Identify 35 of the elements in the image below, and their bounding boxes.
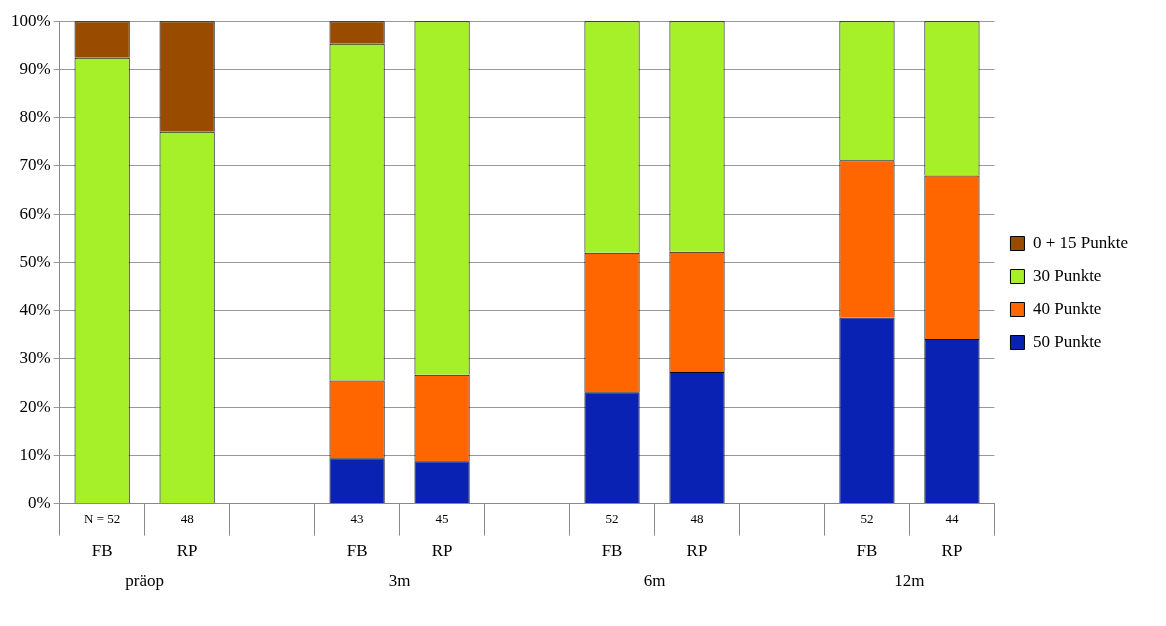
y-tick-label: 30% xyxy=(19,348,51,368)
y-tick-label: 10% xyxy=(19,444,51,464)
legend-label: 0 + 15 Punkte xyxy=(1032,232,1128,252)
legend-label: 50 Punkte xyxy=(1032,331,1102,351)
text: 52 xyxy=(605,511,619,527)
text: 43 xyxy=(350,511,364,527)
text: 6m xyxy=(643,571,666,591)
text: präop xyxy=(125,571,164,591)
y-tick-label: 0% xyxy=(27,493,51,513)
text: 48 xyxy=(690,511,704,527)
legend-label: 30 Punkte xyxy=(1032,265,1102,285)
x-tick-label: FB xyxy=(601,541,623,561)
x-tick-label: RP xyxy=(686,541,708,561)
y-tick-label: 70% xyxy=(19,155,51,175)
x-tick-label: FB xyxy=(91,541,113,561)
text: 3m xyxy=(388,571,411,591)
x-tick-label: RP xyxy=(176,541,198,561)
text: 52 xyxy=(860,511,874,527)
y-tick-label: 100% xyxy=(10,10,51,30)
x-tick-label: FB xyxy=(856,541,878,561)
y-tick-label: 80% xyxy=(19,107,51,127)
text: 44 xyxy=(945,511,959,527)
text: 48 xyxy=(180,511,194,527)
text: 12m xyxy=(894,571,925,591)
y-tick-label: 50% xyxy=(19,251,51,271)
text: N = 52 xyxy=(84,511,121,527)
x-tick-label: RP xyxy=(941,541,963,561)
text: 45 xyxy=(435,511,449,527)
x-tick-label: RP xyxy=(431,541,453,561)
y-tick-label: 90% xyxy=(19,58,51,78)
x-tick-label: FB xyxy=(346,541,368,561)
y-tick-label: 40% xyxy=(19,300,51,320)
legend-label: 40 Punkte xyxy=(1032,298,1102,318)
y-tick-label: 20% xyxy=(19,396,51,416)
y-tick-label: 60% xyxy=(19,203,51,223)
